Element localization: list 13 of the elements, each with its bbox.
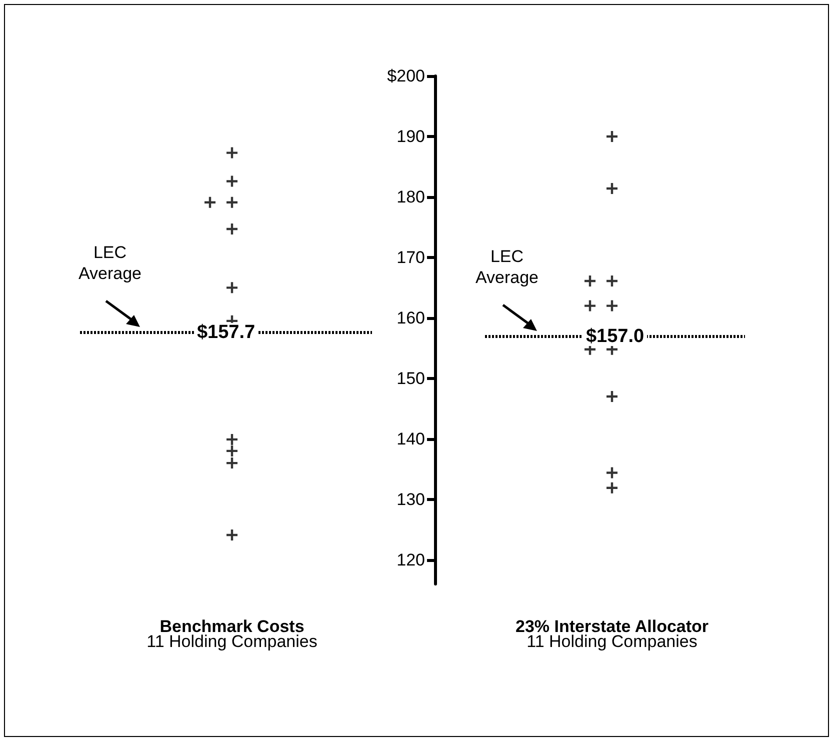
ref-line-label: $157.0 [586,326,644,348]
ref-line-label: $157.7 [196,322,256,343]
y-tick-label: 180 [396,187,425,206]
annotation: LEC Average [475,246,539,289]
y-tick-label: 170 [396,248,425,267]
y-tick-label: 150 [396,368,425,388]
annotation: LEC Average [78,242,142,284]
y-tick-label: 120 [396,550,425,570]
y-tick-label: 160 [396,308,425,328]
y-tick-label: 140 [396,429,425,448]
y-tick-label: $200 [387,66,425,86]
y-tick-label: 130 [396,490,425,509]
y-tick-label: 190 [396,126,425,146]
